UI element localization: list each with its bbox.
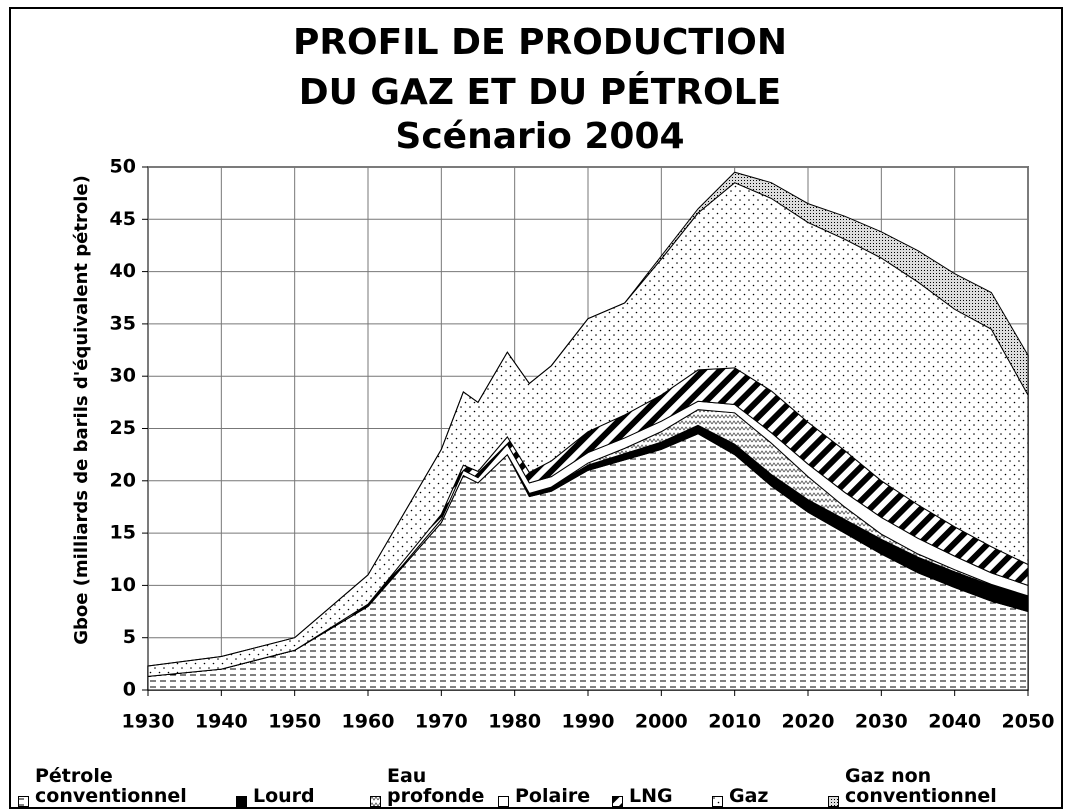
legend-entry: Gaz non conventionnel (828, 756, 1058, 807)
y-tick-label: 0 (123, 679, 136, 701)
area (147, 171, 1029, 667)
x-tick-label: 1940 (195, 711, 248, 733)
legend-entry: Lourd (236, 756, 356, 807)
legend-label: Polaire (515, 785, 591, 807)
legend-label: Gaz non conventionnel (845, 765, 997, 807)
legend-entry: Eau profonde (370, 756, 490, 807)
x-tick-label: 2010 (708, 711, 761, 733)
y-tick-label: 35 (110, 312, 136, 334)
legend-entry: LNG (612, 756, 702, 807)
title-line: PROFIL DE PRODUCTION (293, 22, 787, 63)
x-tick-label: 1960 (342, 711, 395, 733)
legend-label: Gaz (729, 785, 769, 807)
x-tick-label: 2030 (855, 711, 908, 733)
x-tick-label: 1930 (122, 711, 175, 733)
x-tick-label: 1990 (562, 711, 615, 733)
legend-swatch (712, 791, 723, 807)
legend-label: Pétrole conventionnel (35, 765, 187, 807)
y-tick-label: 10 (110, 574, 136, 596)
legend-entry: Pétrole conventionnel (18, 756, 218, 807)
legend-label: Lourd (253, 785, 315, 807)
legend-label: LNG (629, 785, 673, 807)
title-line: Scénario 2004 (395, 116, 684, 157)
legend-swatch (18, 791, 29, 807)
y-axis-label: Gboe (milliards de barils d'équivalent p… (71, 175, 92, 645)
x-tick-label: 1950 (268, 711, 321, 733)
x-tick-label: 2000 (635, 711, 688, 733)
y-tick-label: 15 (110, 522, 136, 544)
legend-entry: Gaz (712, 756, 812, 807)
legend-swatch (370, 791, 381, 807)
y-tick-label: 45 (110, 208, 136, 230)
x-tick-label: 2040 (928, 711, 981, 733)
x-tick-label: 1980 (488, 711, 541, 733)
title-line: DU GAZ ET DU PÉTROLE (299, 71, 781, 113)
y-tick-label: 20 (110, 469, 136, 491)
x-tick-label: 1970 (415, 711, 468, 733)
legend-swatch (612, 791, 623, 807)
frame (9, 7, 1063, 809)
legend-swatch (236, 791, 247, 807)
x-tick-label: 2020 (782, 711, 835, 733)
legend-label: Eau profonde (387, 765, 485, 807)
legend-swatch (828, 791, 839, 807)
y-tick-label: 5 (123, 626, 136, 648)
y-tick-label: 25 (110, 417, 136, 439)
y-tick-label: 50 (110, 156, 136, 178)
y-tick-label: 40 (110, 260, 136, 282)
x-tick-label: 2050 (1002, 711, 1055, 733)
legend-entry: Polaire (498, 756, 608, 807)
y-tick-label: 30 (110, 365, 136, 387)
legend-swatch (498, 791, 509, 807)
